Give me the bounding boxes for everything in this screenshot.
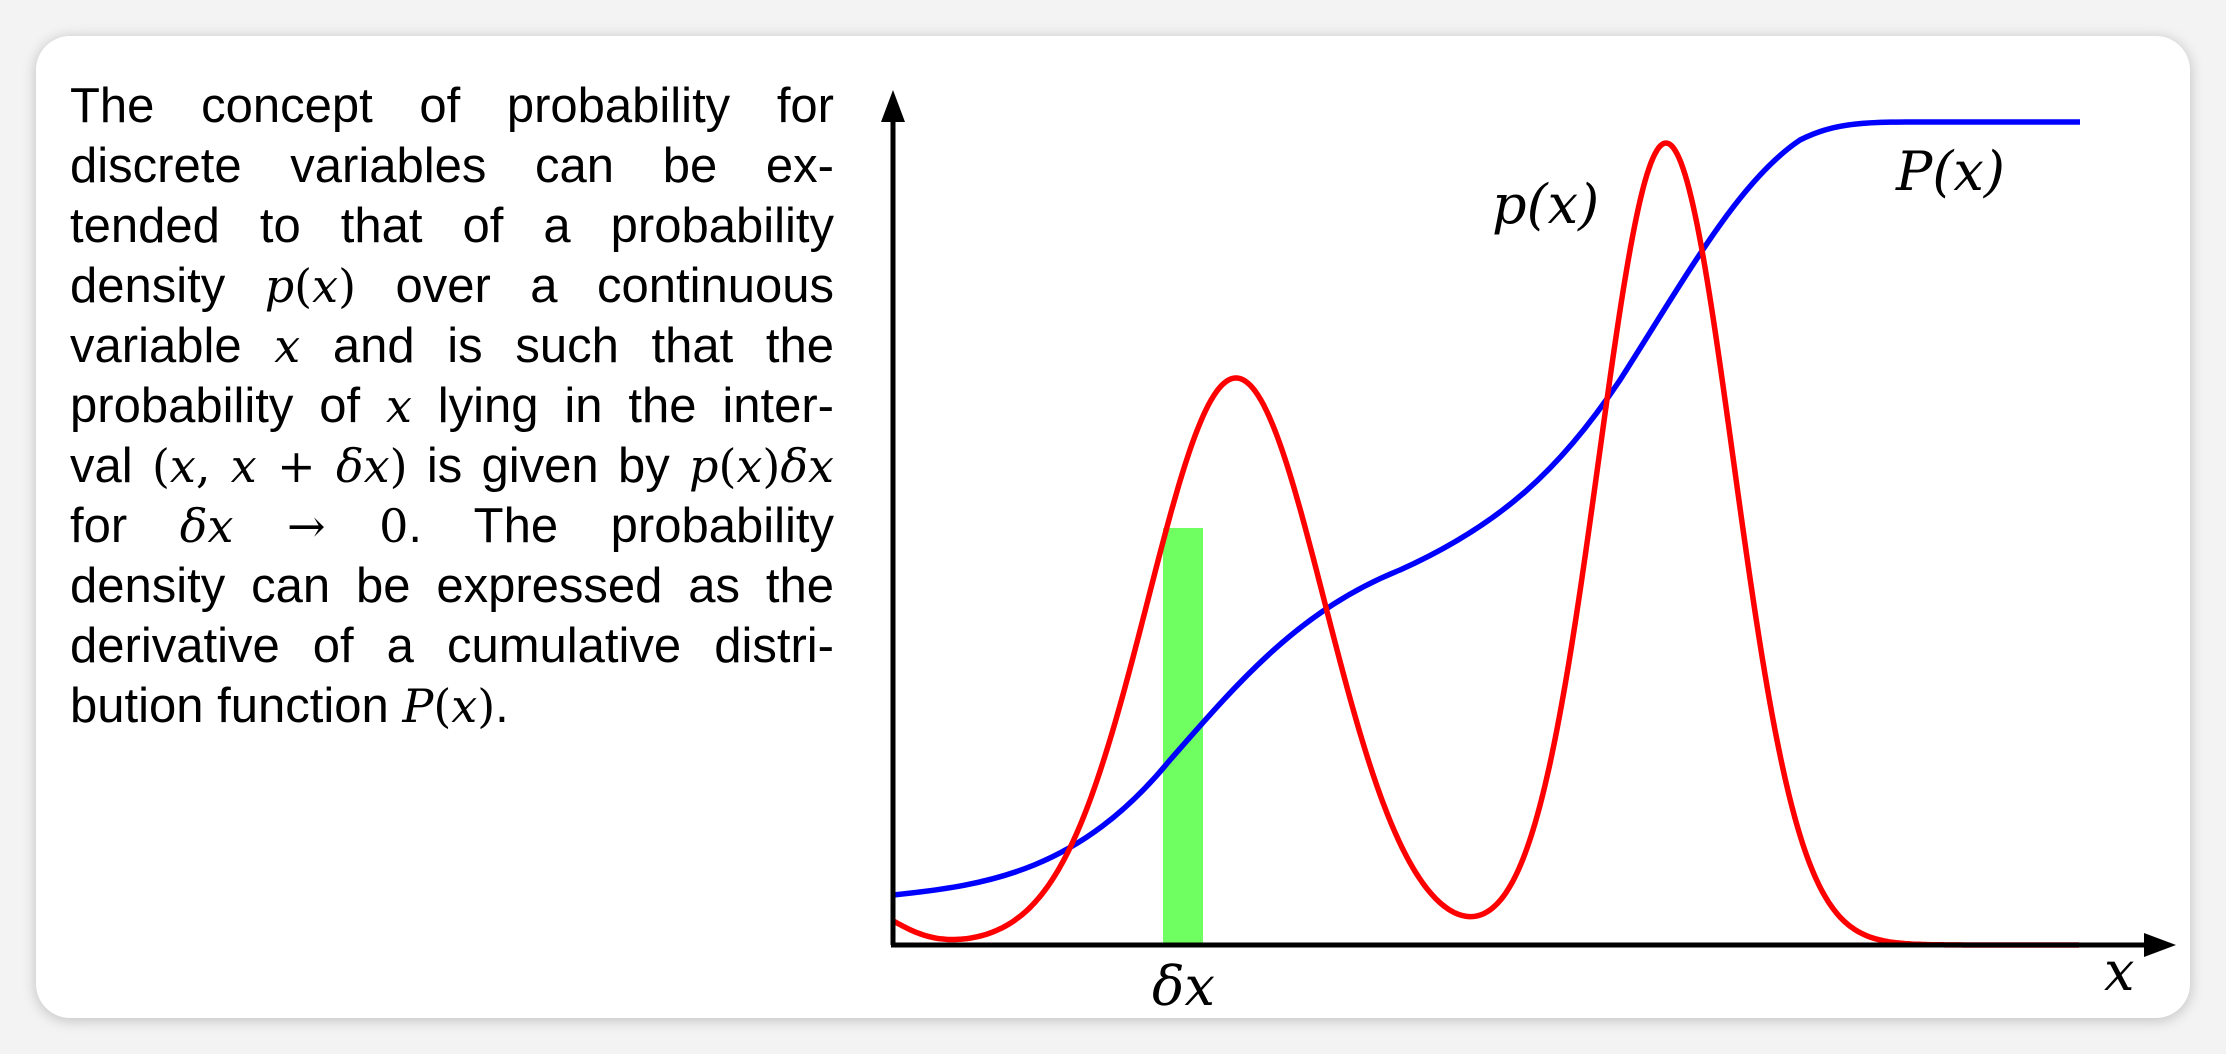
paragraph-line: derivative of a cumulative distri- xyxy=(70,616,834,676)
paragraph-line: discrete variables can be ex- xyxy=(70,136,834,196)
math-symbol: x xyxy=(312,259,339,313)
paragraph-text: over a continuous xyxy=(356,259,834,313)
x-axis-label: x xyxy=(2104,940,2134,1003)
math-symbol: ( xyxy=(151,439,170,493)
axes xyxy=(881,90,2176,957)
math-symbol: , xyxy=(195,439,231,493)
paragraph-text: val xyxy=(70,439,152,493)
paragraph-text: density xyxy=(70,259,265,313)
math-symbol: p xyxy=(264,259,295,313)
math-symbol: ( xyxy=(294,259,313,313)
x-axis-arrowhead xyxy=(2144,933,2176,957)
paragraph-text: The concept of probability for xyxy=(70,79,834,133)
paragraph-line: bution function P(x). xyxy=(70,676,834,736)
delta-x-label: δx xyxy=(1152,955,1215,1018)
paragraph-text: is given by xyxy=(407,439,690,493)
paragraph-text: tended to that of a probability xyxy=(70,199,834,253)
figure-card xyxy=(36,36,2190,1018)
paragraph-text: bution function xyxy=(70,679,403,733)
math-symbol: x xyxy=(169,439,196,493)
paragraph-text: derivative of a cumulative distri- xyxy=(70,619,834,673)
math-symbol: x xyxy=(451,679,478,733)
math-symbol: δx xyxy=(179,499,234,553)
math-symbol: x xyxy=(385,379,412,433)
math-symbol: ( xyxy=(718,439,737,493)
math-symbol: δx xyxy=(780,439,834,493)
math-symbol: P xyxy=(402,679,434,733)
math-symbol: δx xyxy=(335,439,390,493)
paragraph-line: density p(x) over a continuous xyxy=(70,256,834,316)
math-symbol: ) xyxy=(762,439,781,493)
paragraph-text: density can be expressed as the xyxy=(70,559,834,613)
math-symbol: → 0 xyxy=(233,499,409,553)
paragraph-text: and is such that the xyxy=(300,319,834,373)
math-symbol: ) xyxy=(477,679,496,733)
paragraph-text: . xyxy=(495,679,509,733)
math-symbol: ) xyxy=(338,259,357,313)
paragraph-line: density can be expressed as the xyxy=(70,556,834,616)
paragraph-line: tended to that of a probability xyxy=(70,196,834,256)
probability-density-curve xyxy=(891,140,2080,948)
paragraph-text: variable xyxy=(70,319,275,373)
paragraph-line: The concept of probability for xyxy=(70,76,834,136)
cumulative-curve-label: P(x) xyxy=(1895,140,2005,203)
paragraph-line: val (x, x + δx) is given by p(x)δx xyxy=(70,436,834,496)
math-symbol: x xyxy=(736,439,763,493)
paragraph-line: variable x and is such that the xyxy=(70,316,834,376)
density-curve-label: p(x) xyxy=(1492,173,1599,236)
paragraph-text: discrete variables can be ex- xyxy=(70,139,834,193)
math-symbol: x xyxy=(230,439,257,493)
paragraph-text: lying in the inter- xyxy=(411,379,834,433)
description-paragraph: The concept of probability for discrete v… xyxy=(70,76,834,736)
math-symbol: ( xyxy=(433,679,452,733)
cumulative-distribution-curve xyxy=(892,119,2080,898)
paragraph-text: for xyxy=(70,499,180,553)
math-symbol: p xyxy=(689,439,719,493)
y-axis-arrowhead xyxy=(881,90,905,122)
math-symbol: ) xyxy=(389,439,408,493)
paragraph-line: probability of x lying in the inter- xyxy=(70,376,834,436)
paragraph-line: for δx → 0. The probability xyxy=(70,496,834,556)
math-symbol: + xyxy=(256,439,336,493)
math-symbol: x xyxy=(274,319,301,373)
paragraph-text: probability of xyxy=(70,379,386,433)
delta-x-interval-band xyxy=(1163,528,1203,946)
paragraph-text: . The probability xyxy=(408,499,834,553)
